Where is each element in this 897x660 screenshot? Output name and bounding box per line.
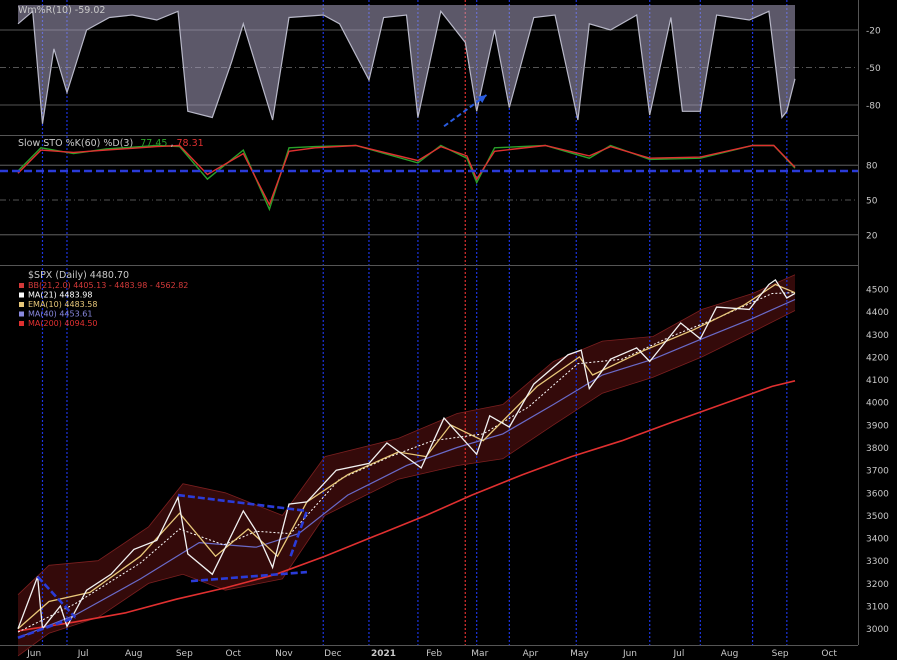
series-lines (17, 5, 796, 657)
xtick-label: Apr (523, 649, 539, 659)
series-d-3 (17, 144, 796, 207)
price-ytick-label: 3700 (866, 467, 889, 477)
price-ytick-label: 3400 (866, 535, 889, 545)
price-ytick-label: 3100 (866, 603, 889, 613)
sto-k-value: 77.45 (140, 138, 167, 149)
sto-separator: , (170, 138, 176, 149)
vertical-markers (41, 0, 788, 645)
legend-swatch (19, 311, 24, 317)
sto-ytick-label: 80 (866, 162, 878, 172)
xtick-label: May (570, 649, 589, 659)
price-ytick-label: 4500 (866, 285, 889, 295)
wmr-arrow-shaft (443, 94, 488, 128)
xtick-label: 2021 (371, 649, 396, 659)
xtick-label: Nov (275, 649, 293, 659)
xtick-label: Oct (226, 649, 242, 659)
price-ytick-label: 4100 (866, 376, 889, 386)
wmr-fill (18, 5, 795, 124)
sto-title-row: Slow STO %K(60) %D(3) 77.45 , 78.31 (18, 138, 204, 149)
price-ytick-label: 4400 (866, 308, 889, 318)
legend-swatch (19, 283, 24, 288)
xtick-label: Jun (26, 649, 41, 659)
xtick-label: Dec (324, 649, 341, 659)
trend-line (190, 570, 308, 583)
series-spx-daily (17, 278, 796, 631)
wmr-title: Wm%R(10) -59.02 (18, 5, 105, 16)
trend-line (36, 575, 77, 619)
price-ytick-label: 3500 (866, 512, 889, 522)
price-ytick-label: 4300 (866, 331, 889, 341)
xtick-label: Oct (821, 649, 837, 659)
trend-line (289, 510, 309, 557)
price-legend: BB(21,2.0) 4405.13 - 4483.98 - 4562.82MA… (19, 281, 188, 328)
price-ytick-label: 3200 (866, 580, 889, 590)
series-ma-40 (17, 298, 796, 639)
legend-label: EMA(10) 4483.58 (28, 300, 97, 309)
legend-label: MA(21) 4483.98 (28, 291, 92, 300)
xtick-label: Aug (125, 649, 143, 659)
legend-label: MA(40) 4453.61 (28, 310, 92, 319)
sto-ytick-label: 50 (866, 197, 878, 207)
tick-labels: -20 -50 -80 80 50 20 3000 3100 3200 3300 3400 3500 3… (26, 27, 889, 660)
xtick-label: Sep (772, 649, 789, 659)
xtick-label: Jul (77, 649, 89, 659)
price-ytick-label: 3800 (866, 444, 889, 454)
wmr-ytick-label: -80 (866, 102, 881, 112)
trend-annotations (0, 94, 858, 639)
xtick-label: Sep (176, 649, 193, 659)
price-ytick-label: 3900 (866, 421, 889, 431)
sto-title: Slow STO %K(60) %D(3) (18, 138, 133, 149)
xtick-label: Jul (673, 649, 685, 659)
series-bb-21-2-0-upper (17, 274, 796, 595)
series-wm-r-10 (17, 9, 796, 124)
legend-swatch (19, 321, 24, 326)
wmr-ytick-label: -20 (866, 27, 881, 37)
trend-line (17, 616, 76, 639)
price-ytick-label: 3600 (866, 489, 889, 499)
series-ma-200 (17, 380, 796, 632)
price-ytick-label: 4200 (866, 353, 889, 363)
price-title: $SPX (Daily) 4480.70 (28, 270, 129, 281)
xtick-label: Jun (622, 649, 637, 659)
wmr-ytick-label: -50 (866, 64, 881, 74)
series-k-60 (17, 144, 796, 212)
legend-label: MA(200) 4094.50 (28, 319, 98, 328)
legend-label: BB(21,2.0) 4405.13 - 4483.98 - 4562.82 (28, 281, 188, 290)
xtick-label: Feb (426, 649, 442, 659)
trend-line (177, 493, 308, 513)
price-ytick-label: 3300 (866, 557, 889, 567)
price-ytick-label: 3000 (866, 625, 889, 635)
xtick-label: Mar (471, 649, 488, 659)
sto-ytick-label: 20 (866, 231, 878, 241)
wmr-arrow-head (477, 95, 487, 103)
sto-d-value: 78.31 (177, 138, 204, 149)
price-ytick-label: 4000 (866, 399, 889, 409)
series-bb-21-2-0-lower (17, 310, 796, 657)
legend-swatch (19, 292, 24, 298)
series-ma-21 (17, 292, 796, 633)
xtick-label: Aug (721, 649, 739, 659)
legend-swatch (19, 302, 24, 307)
